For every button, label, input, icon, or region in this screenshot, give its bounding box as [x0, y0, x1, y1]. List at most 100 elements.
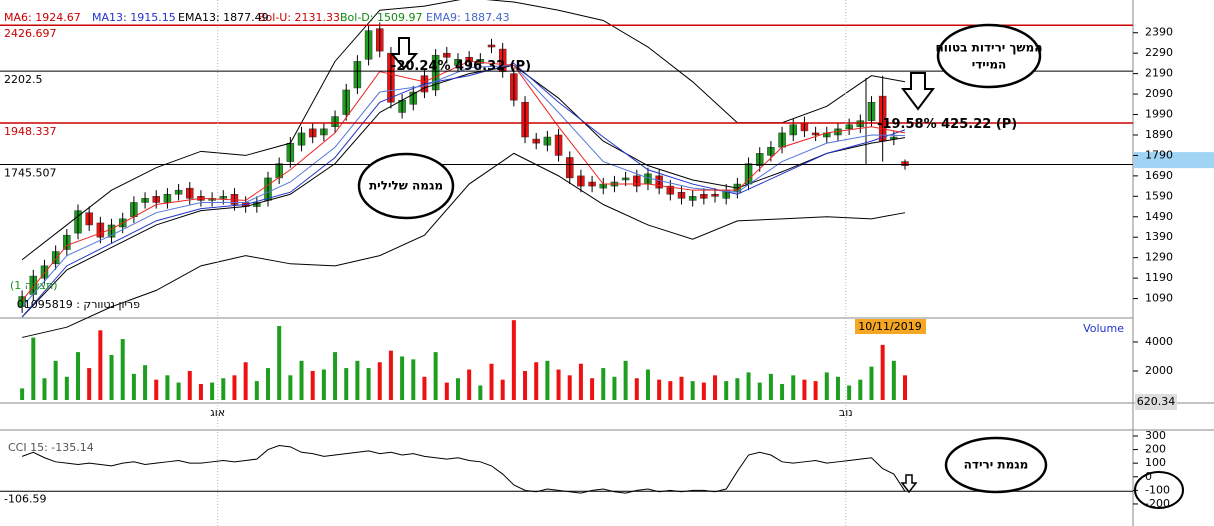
- annotation: -19.58% 425.22 (P): [877, 117, 1017, 132]
- volume-bar: [869, 366, 874, 400]
- volume-bar: [265, 368, 270, 400]
- legend-entry: EMA9: 1887.43: [426, 11, 510, 24]
- note-ellipse: [944, 436, 1048, 494]
- volume-bar: [377, 362, 382, 400]
- overlay-line: [22, 152, 906, 338]
- volume-bar: [20, 388, 25, 400]
- y-tick-label: 0: [1145, 470, 1152, 483]
- volume-bar: [187, 370, 192, 400]
- volume-bar: [500, 379, 505, 400]
- note-ellipse: [357, 152, 455, 220]
- volume-bar: [176, 382, 181, 400]
- volume-bar: [735, 378, 740, 400]
- volume-bar: [847, 385, 852, 400]
- y-tick-label: 2190: [1145, 67, 1173, 80]
- level-label: -106.59: [4, 492, 46, 505]
- y-tick-label: 1990: [1145, 108, 1173, 121]
- y-tick-label: 2390: [1145, 26, 1173, 39]
- value-box: [1135, 394, 1177, 410]
- volume-bar: [355, 360, 360, 400]
- volume-bar: [478, 385, 483, 400]
- volume-bar: [511, 320, 516, 400]
- y-tick-label: 300: [1145, 429, 1166, 442]
- volume-bar: [534, 362, 539, 400]
- volume-bar: [31, 337, 36, 400]
- volume-bar: [131, 373, 136, 400]
- volume-bar: [802, 379, 807, 400]
- tick-highlight: [1134, 471, 1184, 509]
- legend-entry: Bol-U: 2131.33: [258, 11, 340, 24]
- y-tick-label: 200: [1145, 443, 1166, 456]
- volume-bar: [232, 375, 237, 400]
- level-label: 1745.507: [4, 167, 57, 180]
- volume-bar: [724, 381, 729, 400]
- volume-bar: [489, 363, 494, 400]
- volume-bar: [411, 359, 416, 400]
- volume-bar: [109, 355, 114, 400]
- y-tick-label: 1590: [1145, 189, 1173, 202]
- volume-bar: [623, 360, 628, 400]
- y-tick-label: 1190: [1145, 271, 1173, 284]
- view-label: (תצוגה 1): [10, 279, 58, 292]
- y-tick-label: 2290: [1145, 46, 1173, 59]
- note: מגמת ירידה: [964, 458, 1029, 472]
- volume-bar: [545, 360, 550, 400]
- volume-bar: [243, 362, 248, 400]
- volume-bar: [277, 325, 282, 400]
- volume-bar: [612, 376, 617, 400]
- volume-bar: [120, 339, 125, 400]
- volume-bar: [53, 360, 58, 400]
- y-tick-label: 1090: [1145, 292, 1173, 305]
- legend-entry: Bol-D: 1509.97: [340, 11, 422, 24]
- volume-bar: [165, 375, 170, 400]
- volume-bar: [824, 372, 829, 400]
- annotation: -20.24% 496.32 (P): [391, 59, 531, 74]
- volume-bar: [690, 381, 695, 400]
- volume-bar: [567, 375, 572, 400]
- date-box: [855, 319, 926, 334]
- volume-bar: [288, 375, 293, 400]
- volume-bar: [422, 376, 427, 400]
- volume-bar: [198, 384, 203, 400]
- note: מגמה שלילית: [369, 179, 443, 193]
- y-tick-label: 2000: [1145, 364, 1173, 377]
- legend-entry: MA6: 1924.67: [4, 11, 81, 24]
- volume-bar: [299, 360, 304, 400]
- volume-bar: [668, 381, 673, 400]
- volume-bar: [880, 344, 885, 400]
- volume-bar: [813, 381, 818, 400]
- date-label: 10/11/2019: [858, 320, 921, 333]
- volume-bar: [701, 382, 706, 400]
- volume-bar: [746, 372, 751, 400]
- volume-bar: [713, 375, 718, 400]
- volume-bar: [467, 369, 472, 400]
- volume-bar: [388, 350, 393, 400]
- arrow: [900, 474, 918, 494]
- volume-bar: [523, 370, 528, 400]
- volume-bar: [333, 352, 338, 400]
- y-tick-label: 4000: [1145, 335, 1173, 348]
- volume-bar: [87, 368, 92, 400]
- y-tick-label: 1690: [1145, 169, 1173, 182]
- overlay-line: [21, 62, 906, 318]
- y-tick-label: 1890: [1145, 128, 1173, 141]
- volume-bar: [76, 352, 81, 400]
- legend-entry: EMA13: 1877.49: [178, 11, 269, 24]
- volume-bar: [64, 376, 69, 400]
- volume-bar: [780, 384, 785, 400]
- volume-bar: [344, 368, 349, 400]
- volume-bar: [366, 368, 371, 400]
- volume-bar: [556, 369, 561, 400]
- y-tick-label: 1790: [1145, 148, 1173, 161]
- volume-bar: [98, 330, 103, 400]
- volume-bar: [757, 382, 762, 400]
- volume-bar: [578, 363, 583, 400]
- level-label: 2202.5: [4, 73, 43, 86]
- note-ellipse: [936, 23, 1042, 89]
- level-label: 2426.697: [4, 27, 57, 40]
- note: המיידי: [972, 58, 1007, 72]
- volume-bar: [210, 382, 215, 400]
- arrow: [901, 72, 935, 111]
- volume-bar: [634, 378, 639, 400]
- volume-bar: [791, 375, 796, 400]
